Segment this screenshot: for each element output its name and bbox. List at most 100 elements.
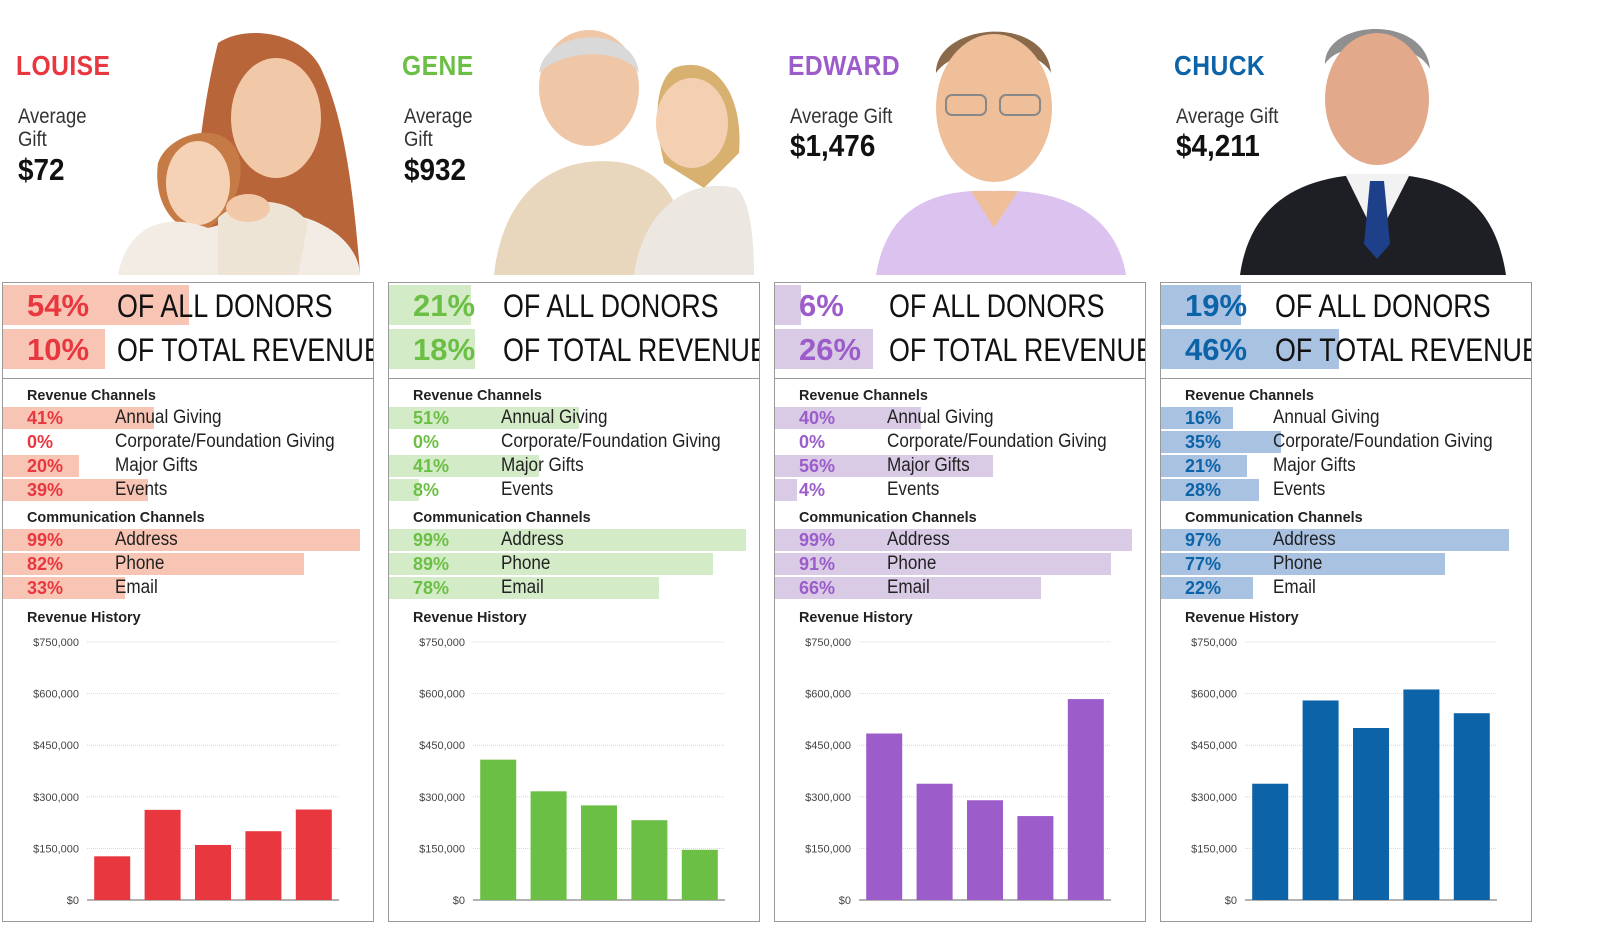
persona-photo-man-suit [1240, 29, 1506, 275]
y-tick-label: $0 [1225, 895, 1237, 906]
revenue-bar [1067, 699, 1104, 900]
donors-share-percent: 6% [799, 288, 844, 323]
revenue-share-text: OF TOTAL REVENUE [117, 332, 374, 368]
communication-channel-label: Phone [887, 553, 937, 574]
revenue-channel-label: Major Gifts [887, 455, 970, 476]
y-tick-label: $0 [67, 895, 79, 906]
communication-channel-label: Email [501, 577, 544, 598]
communication-channel-percent: 91% [799, 554, 836, 574]
revenue-channel-bar [775, 407, 921, 429]
revenue-channel-label: Events [1273, 479, 1326, 500]
y-tick-label: $600,000 [805, 689, 851, 701]
revenue-channel-label: Events [501, 479, 554, 500]
revenue-bar [1252, 783, 1289, 900]
revenue-history-title: Revenue History [413, 609, 527, 626]
donors-share-bar [1161, 285, 1241, 325]
communication-channels-title: Communication Channels [799, 509, 977, 526]
communication-channel-row: 99% Address [775, 529, 1145, 551]
communication-channel-label: Phone [115, 553, 165, 574]
revenue-bar [681, 849, 718, 900]
communication-channel-percent: 33% [27, 578, 64, 598]
donors-share-row: 6% OF ALL DONORS [775, 285, 1145, 325]
revenue-channel-percent: 39% [27, 480, 64, 500]
communication-channel-label: Email [115, 577, 158, 598]
revenue-channel-row: 4% Events [775, 479, 1145, 501]
persona-name: GENE [402, 50, 474, 81]
revenue-channel-label: Major Gifts [501, 455, 584, 476]
y-tick-label: $150,000 [1191, 843, 1237, 855]
y-tick-label: $300,000 [805, 792, 851, 804]
average-gift-label-line: Average [18, 105, 87, 128]
revenue-channel-row: 35% Corporate/Foundation Giving [1161, 431, 1531, 453]
revenue-share-percent: 10% [27, 332, 90, 367]
communication-channel-bar [389, 553, 713, 575]
y-tick-label: $150,000 [805, 843, 851, 855]
communication-channels-title: Communication Channels [413, 509, 591, 526]
revenue-share-percent: 46% [1185, 332, 1248, 367]
donors-share-bar [3, 285, 189, 325]
donors-share-percent: 21% [413, 288, 476, 323]
y-tick-label: $300,000 [1191, 792, 1237, 804]
revenue-share-text: OF TOTAL REVENUE [503, 332, 760, 368]
average-gift-label-line: Average Gift [790, 105, 893, 128]
revenue-channels-title: Revenue Channels [1185, 387, 1314, 404]
revenue-bar [195, 844, 231, 900]
revenue-bar [581, 805, 617, 900]
share-stats: 54% OF ALL DONORS 10% OF TOTAL REVENUE [3, 283, 373, 379]
communication-channel-bar [3, 529, 360, 551]
donors-share-row: 21% OF ALL DONORS [389, 285, 759, 325]
revenue-channels-title: Revenue Channels [799, 387, 928, 404]
communication-channel-percent: 99% [413, 530, 450, 550]
persona-name: LOUISE [16, 50, 111, 81]
revenue-channel-bar [1161, 479, 1259, 501]
communication-channel-bar [389, 529, 746, 551]
revenue-share-bar [775, 329, 873, 369]
y-tick-label: $750,000 [419, 637, 465, 649]
revenue-channel-label: Corporate/Foundation Giving [887, 431, 1107, 452]
donors-share-text: OF ALL DONORS [117, 288, 333, 324]
persona-panel-louise: LOUISE Average Gift $72 54% OF ALL DONOR… [0, 0, 374, 933]
revenue-channel-percent: 41% [27, 408, 64, 428]
revenue-channel-bar [389, 455, 539, 477]
communication-channel-bar [389, 577, 659, 599]
y-tick-label: $150,000 [33, 843, 79, 855]
revenue-channel-percent: 41% [413, 456, 450, 476]
communication-channel-row: 99% Address [3, 529, 373, 551]
communication-channel-percent: 22% [1185, 578, 1222, 598]
communication-channel-percent: 89% [413, 554, 450, 574]
communication-channel-label: Phone [501, 553, 551, 574]
revenue-channel-row: 56% Major Gifts [775, 455, 1145, 477]
revenue-channel-bar [1161, 407, 1233, 429]
communication-channel-row: 77% Phone [1161, 553, 1531, 575]
communication-channel-row: 99% Address [389, 529, 759, 551]
revenue-channel-bar [3, 479, 148, 501]
communication-channel-row: 22% Email [1161, 577, 1531, 599]
revenue-channel-label: Corporate/Foundation Giving [501, 431, 721, 452]
revenue-share-text: OF TOTAL REVENUE [889, 332, 1146, 368]
y-tick-label: $450,000 [805, 740, 851, 752]
donors-share-text: OF ALL DONORS [1275, 288, 1491, 324]
y-tick-label: $0 [453, 895, 465, 906]
average-gift-value: $932 [404, 152, 467, 187]
revenue-channel-percent: 4% [799, 480, 826, 500]
communication-channel-percent: 82% [27, 554, 64, 574]
average-gift-value: $1,476 [790, 128, 876, 163]
communication-channel-label: Email [1273, 577, 1316, 598]
y-tick-label: $0 [839, 895, 851, 906]
y-tick-label: $750,000 [1191, 637, 1237, 649]
revenue-share-bar [1161, 329, 1339, 369]
revenue-bar [144, 809, 181, 900]
revenue-share-percent: 18% [413, 332, 476, 367]
communication-channel-label: Address [887, 529, 950, 550]
share-stats: 21% OF ALL DONORS 18% OF TOTAL REVENUE [389, 283, 759, 379]
average-gift-label: Average Gift [790, 105, 892, 128]
communication-channel-row: 89% Phone [389, 553, 759, 575]
revenue-channel-bar [775, 479, 797, 501]
revenue-channels-title: Revenue Channels [27, 387, 156, 404]
revenue-bar [1453, 713, 1490, 900]
revenue-channel-row: 0% Corporate/Foundation Giving [775, 431, 1145, 453]
communication-channel-row: 78% Email [389, 577, 759, 599]
revenue-share-bar [3, 329, 105, 369]
donors-share-bar [389, 285, 471, 325]
revenue-channel-label: Events [887, 479, 940, 500]
